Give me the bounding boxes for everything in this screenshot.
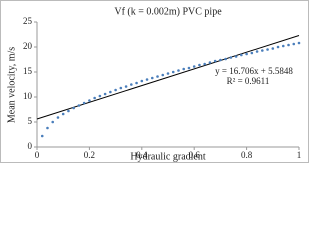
data-point xyxy=(150,76,154,80)
data-point xyxy=(72,106,75,110)
data-point xyxy=(276,45,280,49)
chart-title: Vf (k = 0.002m) PVC pipe xyxy=(114,6,222,17)
data-point xyxy=(229,56,233,59)
y-tick-label: 5 xyxy=(28,116,33,126)
data-point xyxy=(145,78,149,81)
data-point xyxy=(240,53,243,57)
data-point xyxy=(135,81,138,85)
data-point xyxy=(234,55,238,58)
data-point xyxy=(266,48,269,51)
data-point xyxy=(56,116,60,119)
data-point xyxy=(245,52,248,56)
data-point xyxy=(192,65,196,68)
data-point xyxy=(187,66,191,70)
data-point xyxy=(51,120,55,124)
y-tick-label: 15 xyxy=(23,66,33,76)
data-point xyxy=(171,70,175,74)
x-tick-label: 0.8 xyxy=(241,150,253,160)
data-point xyxy=(93,96,96,100)
data-point xyxy=(213,59,217,63)
data-point xyxy=(203,62,206,66)
data-point xyxy=(208,61,212,64)
data-point xyxy=(198,63,201,67)
trendline xyxy=(36,35,300,120)
data-point xyxy=(140,79,144,83)
data-point xyxy=(161,73,165,77)
data-point xyxy=(156,75,159,78)
data-point xyxy=(103,92,107,96)
y-tick-label: 20 xyxy=(23,41,33,51)
data-point xyxy=(281,44,285,48)
data-point xyxy=(40,134,44,138)
data-point xyxy=(219,58,222,62)
x-axis-label: Hydraulic gradient xyxy=(130,151,205,162)
data-point xyxy=(255,50,259,53)
data-point xyxy=(119,86,123,90)
data-point xyxy=(292,42,296,46)
y-tick-label: 0 xyxy=(28,141,33,151)
data-point xyxy=(287,43,290,47)
x-tick-label: 0.6 xyxy=(189,150,201,160)
data-point xyxy=(67,109,70,113)
x-tick-label: 0 xyxy=(35,150,40,160)
data-point xyxy=(182,67,186,71)
x-tick-label: 0.4 xyxy=(136,150,148,160)
data-point xyxy=(130,83,133,86)
data-point xyxy=(297,41,301,45)
data-point xyxy=(250,51,254,55)
data-point xyxy=(46,126,49,130)
trend-equation: y = 16.706x + 5.5848 xyxy=(215,66,293,76)
data-point xyxy=(114,88,117,92)
x-tick-label: 0.2 xyxy=(84,150,95,160)
r-squared: R² = 0.9611 xyxy=(227,76,270,86)
y-tick-label: 10 xyxy=(23,91,33,101)
data-point xyxy=(271,47,275,50)
data-point xyxy=(88,99,91,102)
chart: Vf (k = 0.002m) PVC pipe Hydraulic gradi… xyxy=(0,0,309,163)
data-point xyxy=(82,101,86,105)
data-point xyxy=(61,112,65,116)
data-point xyxy=(98,94,102,98)
data-point xyxy=(224,57,227,61)
data-point xyxy=(177,69,180,72)
data-point xyxy=(166,72,170,75)
data-point xyxy=(77,104,81,107)
y-axis-label: Mean velocity, m/s xyxy=(6,47,17,123)
x-tick-label: 1 xyxy=(297,150,302,160)
data-point xyxy=(109,90,112,94)
data-point xyxy=(124,85,128,88)
y-tick-label: 25 xyxy=(23,16,33,26)
data-point xyxy=(261,49,264,52)
